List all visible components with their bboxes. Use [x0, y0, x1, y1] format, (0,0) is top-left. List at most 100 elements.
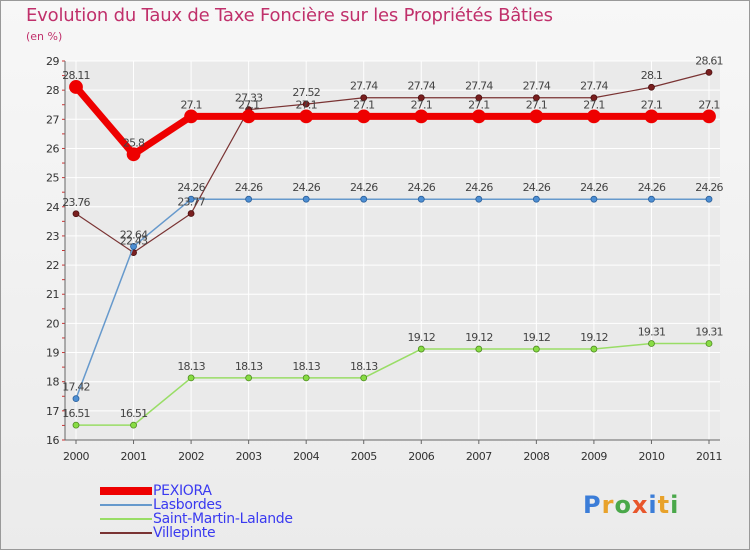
- y-tick-label: 24: [46, 201, 59, 214]
- data-label-pexiora: 25.8: [123, 136, 145, 149]
- data-label-saint-martin-lalande: 16.51: [120, 407, 148, 420]
- series-line-saint-martin-lalande: [75, 342, 710, 426]
- series-line-lasbordes: [75, 198, 710, 400]
- data-label-villepinte: 22.43: [120, 235, 148, 248]
- data-point-saint-martin-lalande: [130, 421, 137, 429]
- data-point-lasbordes: [130, 243, 137, 250]
- data-point-saint-martin-lalande: [648, 340, 655, 347]
- legend-swatch-lasbordes: [100, 504, 152, 506]
- data-label-villepinte: 23.77: [177, 195, 205, 208]
- data-label-saint-martin-lalande: 16.51: [62, 407, 90, 420]
- legend-label: PEXIORA: [153, 483, 212, 499]
- data-point-villepinte: [705, 68, 713, 76]
- data-point-pexiora: [241, 109, 256, 124]
- data-label-lasbordes: 24.26: [580, 181, 608, 194]
- data-point-pexiora: [356, 109, 371, 124]
- data-label-villepinte: 23.76: [62, 196, 90, 209]
- data-label-saint-martin-lalande: 19.12: [408, 331, 436, 344]
- data-label-pexiora: 28.11: [62, 69, 90, 82]
- data-point-lasbordes: [648, 195, 655, 203]
- data-point-pexiora: [184, 109, 198, 124]
- y-tick-label: 16: [46, 434, 59, 447]
- data-point-lasbordes: [532, 195, 540, 203]
- data-label-saint-martin-lalande: 18.13: [292, 360, 320, 373]
- data-point-pexiora: [529, 109, 544, 124]
- data-point-lasbordes: [187, 195, 195, 203]
- x-tick-label: 2011: [696, 450, 722, 463]
- data-point-pexiora: [126, 147, 141, 162]
- data-point-saint-martin-lalande: [302, 374, 310, 382]
- data-point-villepinte: [532, 94, 540, 102]
- data-label-villepinte: 28.61: [695, 54, 723, 67]
- y-tick-label: 21: [46, 288, 59, 301]
- data-label-saint-martin-lalande: 18.13: [235, 360, 263, 373]
- data-point-lasbordes: [360, 195, 368, 203]
- legend-item-pexiora: PEXIORA: [100, 484, 293, 498]
- data-label-saint-martin-lalande: 19.12: [580, 331, 608, 344]
- data-label-pexiora: 27.1: [526, 98, 547, 111]
- data-point-saint-martin-lalande: [187, 374, 195, 382]
- data-point-saint-martin-lalande: [705, 340, 713, 347]
- data-point-villepinte: [360, 94, 368, 102]
- logo-letter: o: [614, 491, 632, 519]
- legend-swatch-villepinte: [100, 532, 152, 534]
- x-tick-label: 2010: [638, 450, 664, 463]
- data-point-villepinte: [590, 94, 598, 102]
- data-point-villepinte: [475, 94, 483, 102]
- data-point-villepinte: [417, 94, 425, 102]
- y-tick-label: 26: [46, 142, 59, 155]
- x-tick-label: 2009: [581, 450, 607, 463]
- y-tick-label: 20: [46, 317, 59, 330]
- data-label-saint-martin-lalande: 18.13: [350, 360, 378, 373]
- data-label-lasbordes: 24.26: [292, 181, 320, 194]
- data-point-lasbordes: [590, 195, 598, 203]
- data-label-pexiora: 27.1: [238, 98, 259, 111]
- y-tick-label: 17: [46, 405, 59, 418]
- data-point-lasbordes: [705, 195, 713, 203]
- data-point-lasbordes: [475, 195, 483, 203]
- data-label-saint-martin-lalande: 19.31: [695, 326, 723, 339]
- data-point-saint-martin-lalande: [590, 345, 598, 353]
- data-point-villepinte: [72, 210, 80, 218]
- data-label-pexiora: 27.1: [698, 98, 719, 111]
- legend-swatch-pexiora: [100, 487, 152, 495]
- legend-swatch-saint-martin-lalande: [100, 518, 152, 520]
- legend-label: Lasbordes: [153, 497, 222, 513]
- data-point-saint-martin-lalande: [72, 421, 80, 429]
- chart-title: Evolution du Taux de Taxe Foncière sur l…: [26, 5, 553, 26]
- data-point-pexiora: [702, 109, 716, 124]
- logo-letter: r: [601, 491, 615, 519]
- y-tick-label: 28: [46, 84, 59, 97]
- data-point-lasbordes: [72, 395, 80, 403]
- data-point-villepinte: [302, 100, 310, 108]
- data-point-pexiora: [414, 109, 429, 124]
- data-point-saint-martin-lalande: [532, 345, 540, 353]
- data-label-pexiora: 27.1: [411, 98, 432, 111]
- data-label-saint-martin-lalande: 18.13: [177, 360, 205, 373]
- data-label-lasbordes: 24.26: [177, 181, 205, 194]
- data-point-pexiora: [644, 109, 659, 124]
- data-label-villepinte: 27.52: [292, 86, 320, 99]
- data-point-villepinte: [187, 210, 195, 217]
- chart-unit-label: (en %): [26, 30, 63, 43]
- data-label-pexiora: 27.1: [468, 98, 489, 111]
- data-label-villepinte: 27.74: [580, 80, 608, 93]
- data-label-saint-martin-lalande: 19.12: [465, 331, 493, 344]
- data-label-saint-martin-lalande: 19.31: [638, 326, 666, 339]
- x-tick-label: 2002: [178, 450, 204, 463]
- x-tick-label: 2004: [293, 450, 319, 463]
- data-label-villepinte: 27.74: [523, 80, 551, 93]
- x-tick-label: 2006: [408, 450, 434, 463]
- y-tick-label: 29: [46, 55, 59, 68]
- data-label-lasbordes: 24.26: [235, 181, 263, 194]
- logo-letter: x: [631, 491, 649, 519]
- data-label-pexiora: 27.1: [353, 98, 374, 111]
- data-point-pexiora: [69, 80, 83, 94]
- data-point-pexiora: [471, 109, 486, 124]
- data-label-lasbordes: 24.26: [408, 181, 436, 194]
- axes: 16 17 18 19 20 21 22 23 24 25 26 27 28 29 2000 2001 2002…: [46, 55, 723, 463]
- data-label-pexiora: 27.1: [180, 98, 201, 111]
- x-tick-label: 2008: [523, 450, 549, 463]
- data-label-villepinte: 27.33: [235, 92, 263, 105]
